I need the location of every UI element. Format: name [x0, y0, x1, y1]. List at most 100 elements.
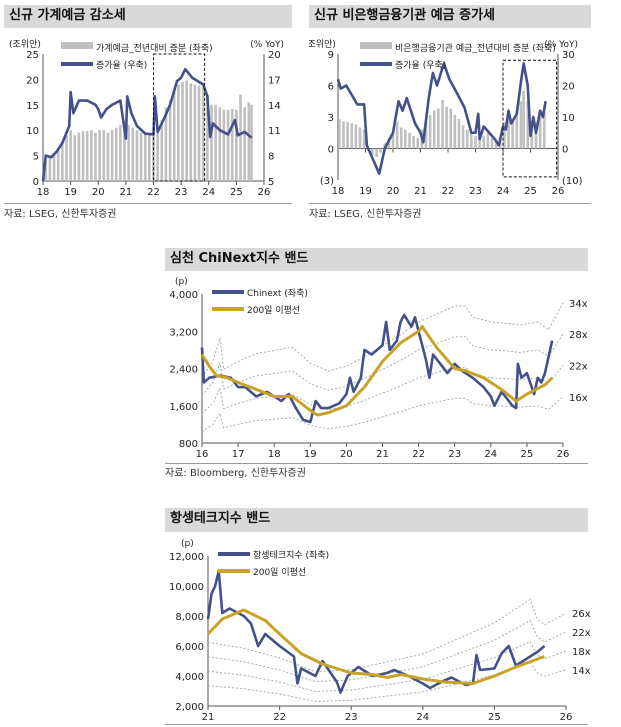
bar: [379, 148, 382, 153]
axis-unit: (p): [181, 539, 194, 549]
legend-label: 비은행금융기관 예금_전년대비 증분 (좌축): [395, 42, 556, 54]
band-label: 22x: [572, 628, 591, 639]
series-line-1: [41, 67, 253, 182]
y-tick-label: 9: [328, 50, 334, 61]
bar: [503, 122, 506, 149]
x-tick-label: 18: [268, 449, 281, 460]
band-label: 22x: [569, 362, 588, 373]
y-tick-label: 10: [26, 126, 39, 137]
x-tick-label: 20: [387, 186, 400, 197]
x-tick-label: 23: [345, 712, 358, 723]
band-label: 26x: [572, 609, 591, 620]
chart-title: 신규 가계예금 감소세: [4, 5, 292, 28]
x-tick-label: 26: [552, 186, 565, 197]
x-tick-label: 20: [340, 449, 353, 460]
x-tick-label: 22: [273, 712, 286, 723]
bar: [102, 130, 106, 181]
bar: [156, 127, 159, 181]
x-tick-label: 21: [120, 187, 133, 198]
x-tick-label: 18: [37, 187, 50, 198]
bar: [445, 106, 448, 149]
band-label: 14x: [572, 666, 591, 677]
bar: [201, 87, 205, 181]
bar: [461, 125, 465, 149]
band-label: 34x: [569, 299, 588, 310]
legend-label: 200일 이평선: [247, 305, 300, 316]
bar: [243, 107, 246, 181]
axis-unit: (p): [175, 277, 188, 287]
series-line-1: [336, 62, 547, 175]
bar: [94, 132, 97, 181]
y2-tick-label: 11: [268, 126, 281, 137]
chart-plot: 21 22 23 24 25 26 2,000 4,000 6,000 8,000 10,000 12…: [169, 539, 591, 723]
bar: [465, 129, 469, 149]
bar: [522, 90, 525, 149]
y-tick-label: 6: [328, 82, 334, 93]
y2-tick-label: 20: [562, 82, 575, 93]
band-label: 18x: [572, 647, 591, 658]
bar: [482, 135, 486, 149]
bar: [197, 85, 201, 181]
y2-tick-label: (10): [562, 176, 583, 187]
bar: [338, 119, 341, 149]
bar: [494, 140, 498, 149]
band-line-28x: [201, 333, 564, 396]
bar: [511, 119, 514, 149]
bar: [362, 129, 366, 149]
legend-label: 가계예금_전년대비 증분 (좌축): [96, 42, 213, 54]
bar: [404, 129, 407, 149]
bar: [106, 132, 110, 181]
bar: [416, 138, 420, 149]
bar: [408, 132, 411, 149]
y-tick-label: 4,000: [169, 290, 198, 301]
band-line-14x: [207, 661, 567, 702]
left-axis-unit: (조위안): [309, 39, 336, 50]
bar: [168, 99, 172, 181]
chart-plot: 18 19 20 21 22 23 24 25 26 (3) 0 3 6 9 (10) 0 10 20 30 (조위안…: [309, 39, 583, 197]
bar: [235, 109, 238, 181]
band-label: 28x: [569, 330, 588, 341]
divider: [309, 203, 591, 204]
bar: [172, 92, 176, 181]
bar: [428, 114, 432, 149]
x-tick-label: 26: [258, 187, 271, 198]
bar: [226, 109, 230, 181]
right-axis-unit: (% YoY): [250, 40, 284, 50]
bar: [486, 132, 490, 149]
band-line-18x: [207, 640, 567, 692]
bar: [206, 94, 209, 181]
bar: [131, 127, 135, 181]
bar: [143, 132, 147, 181]
bar: [371, 148, 374, 155]
x-tick-label: 23: [448, 449, 461, 460]
legend-label: 항셍테크지수 (좌축): [253, 550, 329, 561]
bar: [52, 153, 56, 181]
divider: [165, 724, 588, 725]
bar: [391, 132, 395, 149]
x-tick-label: 25: [524, 186, 537, 197]
bar: [342, 121, 345, 149]
y2-tick-label: 5: [268, 177, 274, 188]
bar: [44, 160, 48, 181]
x-tick-label: 19: [304, 449, 317, 460]
bar: [470, 131, 473, 149]
bar: [77, 132, 81, 181]
bar: [127, 125, 130, 181]
y-tick-label: 2,400: [169, 365, 198, 376]
y-tick-label: 20: [26, 75, 39, 86]
chart-title: 신규 비은행금융기관 예금 증가세: [309, 5, 591, 28]
band-line-22x: [201, 365, 564, 415]
y-tick-label: 0: [328, 145, 334, 156]
chart-household-deposits: 신규 가계예금 감소세 18 19 20 21 22 23 24 25 26 0 5 10 15 20 25…: [4, 5, 292, 220]
series-line-0: [206, 569, 546, 694]
bar: [350, 123, 354, 149]
legend-label: 증가율 (우축): [96, 60, 147, 71]
bar: [432, 110, 436, 149]
y-tick-label: 12,000: [169, 552, 204, 563]
x-tick-label: 25: [230, 187, 243, 198]
y-tick-label: 4,000: [175, 672, 204, 683]
divider: [165, 463, 588, 464]
bar: [474, 135, 477, 149]
bar: [222, 109, 226, 181]
x-tick-label: 20: [92, 187, 105, 198]
